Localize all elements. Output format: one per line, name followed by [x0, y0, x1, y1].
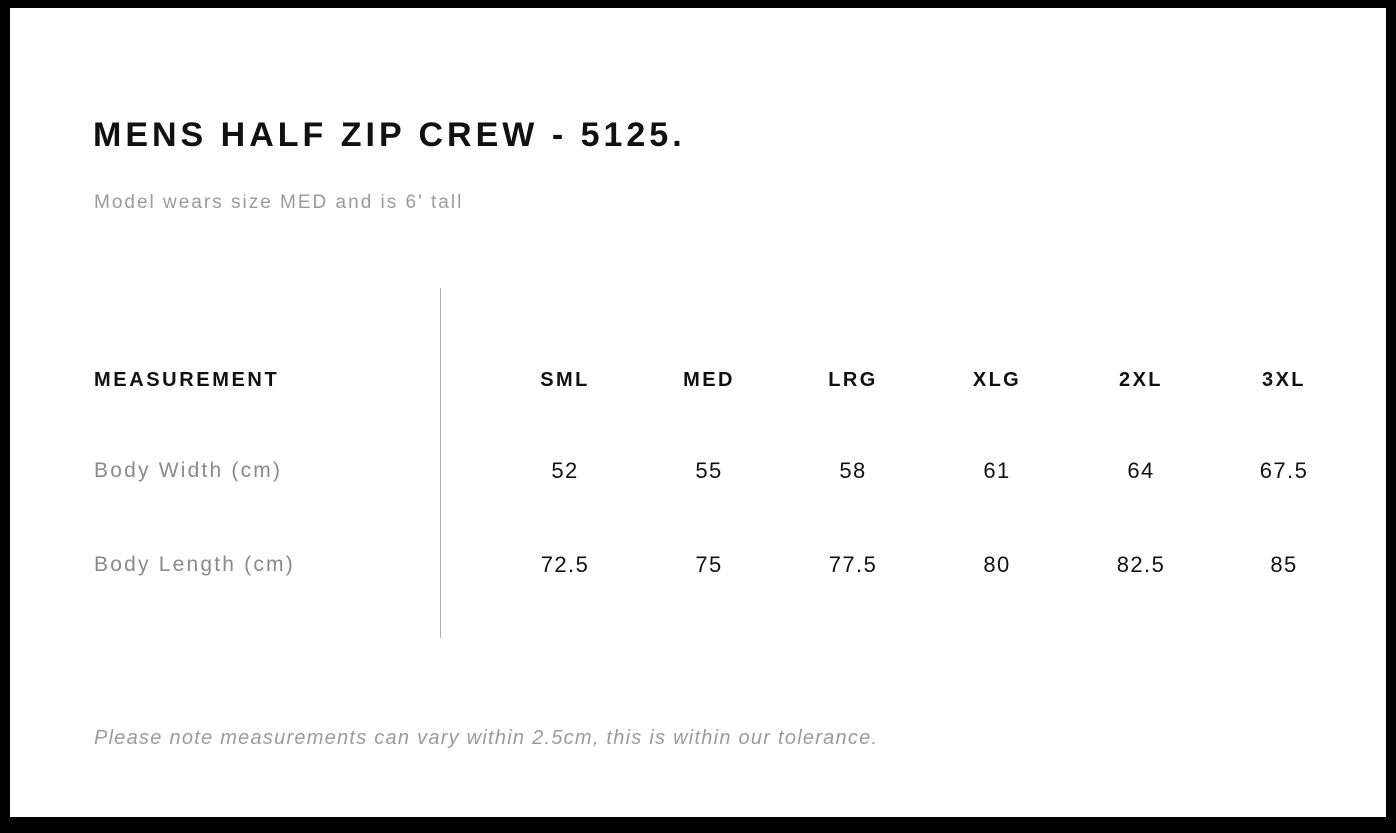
model-fit-note: Model wears size MED and is 6' tall [94, 192, 464, 213]
cell-body-width-3xl: 67.5 [1259, 458, 1309, 483]
table-header-row: MEASUREMENT SML MED LRG XLG 2XL 3XL [10, 360, 1386, 400]
size-header-med: MED [683, 369, 735, 391]
row-label-body-width: Body Width (cm) [94, 459, 283, 482]
tolerance-note: Please note measurements can vary within… [94, 727, 879, 749]
cell-body-width-xlg: 61 [983, 458, 1011, 483]
cell-body-length-xlg: 80 [983, 552, 1011, 577]
page-title: MENS HALF ZIP CREW - 5125. [93, 116, 686, 154]
size-chart-card: MENS HALF ZIP CREW - 5125. Model wears s… [10, 8, 1386, 817]
cell-body-width-sml: 52 [551, 458, 579, 483]
size-header-lrg: LRG [828, 369, 878, 391]
row-label-body-length: Body Length (cm) [94, 553, 295, 576]
size-table: MEASUREMENT SML MED LRG XLG 2XL 3XL Body… [10, 8, 1386, 817]
size-header-sml: SML [540, 369, 590, 391]
table-row: Body Length (cm) 72.5 75 77.5 80 82.5 85 [10, 545, 1386, 585]
size-header-2xl: 2XL [1119, 369, 1163, 391]
table-column-divider [440, 288, 441, 638]
cell-body-length-lrg: 77.5 [828, 552, 878, 577]
table-row: Body Width (cm) 52 55 58 61 64 67.5 [10, 451, 1386, 491]
cell-body-length-med: 75 [695, 552, 723, 577]
size-header-3xl: 3XL [1262, 369, 1306, 391]
cell-body-length-2xl: 82.5 [1116, 552, 1166, 577]
size-header-xlg: XLG [972, 369, 1022, 391]
cell-body-length-sml: 72.5 [540, 552, 590, 577]
cell-body-width-med: 55 [695, 458, 723, 483]
measurement-column-header: MEASUREMENT [94, 369, 280, 391]
cell-body-width-2xl: 64 [1127, 458, 1155, 483]
cell-body-width-lrg: 58 [839, 458, 867, 483]
cell-body-length-3xl: 85 [1270, 552, 1298, 577]
